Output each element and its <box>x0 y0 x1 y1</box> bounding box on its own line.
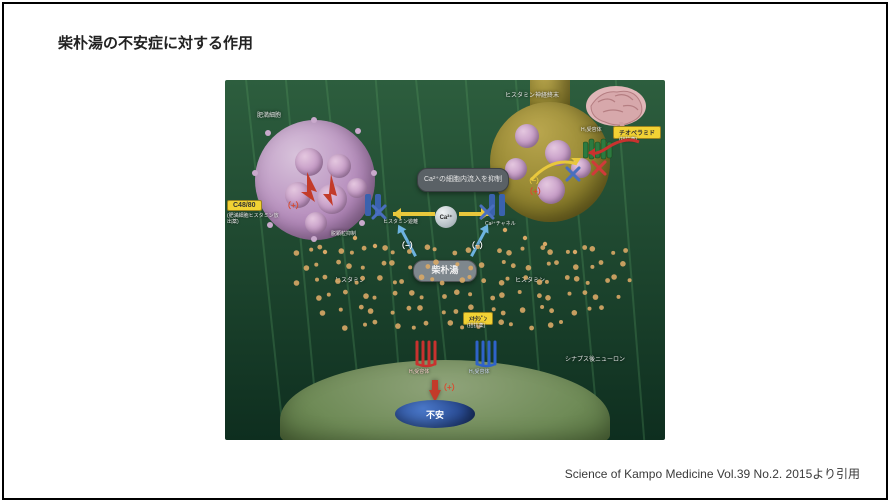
plus-anxiety: （+） <box>439 382 460 393</box>
h2-receptor-icon <box>473 338 503 368</box>
diagram-canvas: 肥満細胞 C48/80 (肥満細胞ヒスタミン放出薬) （+） ヒスタミン神経終末… <box>225 80 665 440</box>
h2-label: H₂受容体 <box>469 368 490 375</box>
h1-receptor-icon <box>413 338 443 368</box>
plus-nerve: （+） <box>525 186 546 197</box>
anxiety-oval: 不安 <box>395 400 475 428</box>
mequitazine-sub: (拮抗薬) <box>467 324 485 330</box>
h1-label: H₁受容体 <box>409 368 429 375</box>
postsynaptic-label: シナプス後ニューロン <box>565 354 625 363</box>
citation-text: Science of Kampo Medicine Vol.39 No.2. 2… <box>565 465 860 482</box>
anxiety-text: 不安 <box>426 408 444 421</box>
page-title: 柴朴湯の不安症に対する作用 <box>58 32 253 53</box>
